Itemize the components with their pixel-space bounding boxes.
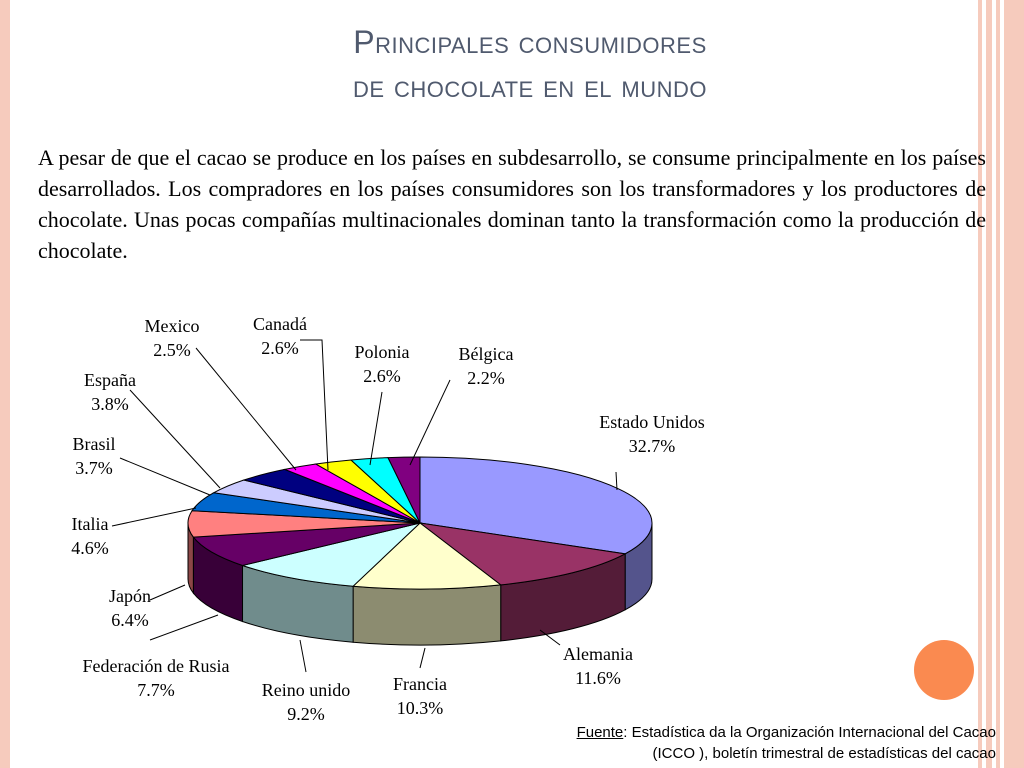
slice-value-1: 11.6% — [575, 668, 621, 688]
leader-line-4 — [149, 614, 219, 641]
slice-value-2: 10.3% — [397, 698, 444, 718]
leader-line-10 — [300, 339, 329, 471]
pie-slice-3 — [240, 522, 422, 587]
source-note: Fuente: Estadística da la Organización I… — [490, 722, 996, 764]
decorative-orange-circle — [914, 640, 974, 700]
pie-top-faces — [187, 456, 653, 590]
slice-label-4: Federación de Rusia — [83, 656, 230, 676]
slice-labels: Estado Unidos 32.7% Alemania 11.6% Francia 10… — [71, 314, 705, 724]
slice-value-0: 32.7% — [629, 436, 676, 456]
slice-value-8: 3.8% — [91, 394, 129, 414]
leader-line-3 — [299, 639, 307, 673]
pie-slice-2 — [351, 522, 503, 590]
slice-label-9: Mexico — [145, 316, 200, 336]
pie-slice-0 — [419, 456, 653, 555]
leader-line-2 — [419, 647, 426, 669]
slice-label-2: Francia — [393, 674, 447, 694]
slice-label-8: España — [84, 370, 136, 390]
leader-line-9 — [195, 347, 297, 471]
slice-label-5: Japón — [109, 586, 151, 606]
slice-label-10: Canadá — [253, 314, 307, 334]
slice-label-6: Italia — [72, 514, 109, 534]
left-accent-bar — [0, 0, 10, 768]
slide-title-line-2: de chocolate en el mundo — [353, 68, 707, 104]
leader-line-12 — [409, 379, 451, 466]
source-label: Fuente — [576, 724, 624, 741]
source-line-1: : Estadística da la Organización Interna… — [623, 724, 996, 741]
slice-label-12: Bélgica — [459, 344, 514, 364]
leader-line-7 — [119, 457, 211, 496]
slide-title-line-1: Principales consumidores — [353, 24, 707, 60]
slice-value-9: 2.5% — [153, 340, 191, 360]
slide-body-text: A pesar de que el cacao se produce en lo… — [38, 145, 986, 263]
slice-value-11: 2.6% — [363, 366, 401, 386]
pie-side-2 — [352, 584, 502, 646]
leader-lines — [111, 339, 618, 673]
pie-slice-1 — [419, 522, 627, 586]
slice-value-4: 7.7% — [137, 680, 175, 700]
source-line-2: (ICCO ), boletín trimestral de estadísti… — [652, 745, 996, 762]
slice-value-6: 4.6% — [71, 538, 109, 558]
leader-line-0 — [615, 471, 618, 491]
right-accent-stripes — [978, 0, 1024, 768]
slice-label-3: Reino unido — [262, 680, 351, 700]
slice-label-0: Estado Unidos — [599, 412, 705, 432]
leader-line-1 — [539, 629, 561, 646]
slice-label-1: Alemania — [563, 644, 633, 664]
leader-line-6 — [111, 507, 197, 527]
consumers-pie-chart: Estado Unidos 32.7% Alemania 11.6% Francia 10… — [71, 314, 705, 724]
slice-value-12: 2.2% — [467, 368, 505, 388]
slide-title: Principales consumidores de chocolate en… — [200, 20, 860, 108]
slice-value-3: 9.2% — [287, 704, 325, 724]
slice-label-7: Brasil — [73, 434, 116, 454]
pie-slice-12 — [387, 456, 421, 524]
leader-line-5 — [149, 584, 186, 601]
slice-value-5: 6.4% — [111, 610, 149, 630]
slice-value-7: 3.7% — [75, 458, 113, 478]
leader-line-8 — [129, 389, 221, 489]
slice-value-10: 2.6% — [261, 338, 299, 358]
leader-line-11 — [369, 391, 383, 466]
slice-label-11: Polonia — [354, 342, 409, 362]
pie-side-walls — [187, 522, 653, 646]
